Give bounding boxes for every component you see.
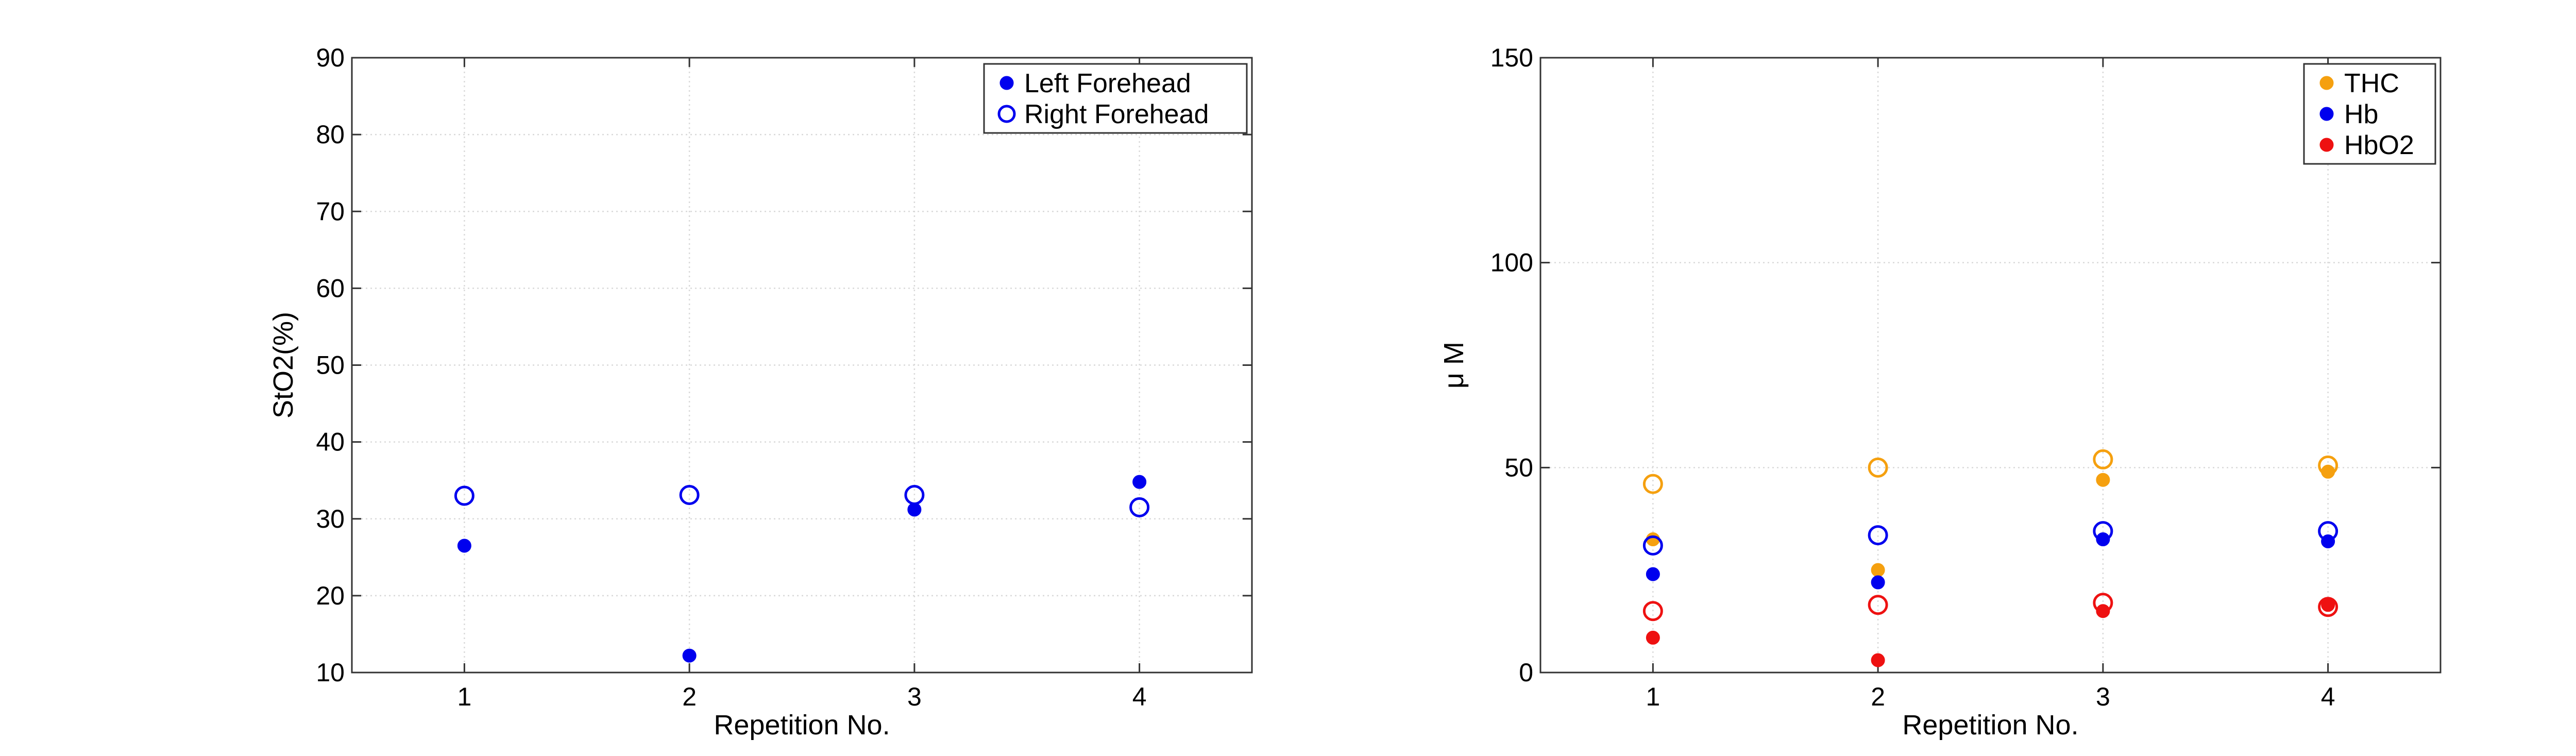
y-tick-label: 70: [316, 197, 345, 226]
series-1: [1646, 532, 2335, 590]
x-tick-label: 1: [457, 682, 471, 711]
legend-label: Right Forehead: [1024, 99, 1209, 129]
x-tick-label: 2: [1871, 682, 1885, 711]
data-point: [2093, 449, 2113, 469]
y-tick-label: 90: [316, 43, 345, 72]
series-0: [457, 475, 1147, 663]
series-2: [1646, 598, 2335, 667]
grid: [352, 57, 1252, 674]
data-point: [1129, 497, 1150, 517]
legend-marker: [2319, 76, 2334, 90]
y-tick-label: 100: [1490, 248, 1533, 277]
data-point: [457, 539, 471, 553]
legend-label: Hb: [2344, 99, 2378, 129]
y-tick-label: 150: [1490, 43, 1533, 72]
series-4: [1642, 521, 2338, 556]
data-point: [2093, 593, 2113, 613]
series-0: [1646, 464, 2335, 577]
data-point: [1868, 457, 1888, 478]
legend-label: Left Forehead: [1024, 69, 1191, 98]
x-tick-label: 4: [2321, 682, 2335, 711]
y-tick-label: 80: [316, 120, 345, 149]
y-tick-label: 40: [316, 428, 345, 457]
y-tick-label: 50: [1504, 453, 1533, 482]
x-tick-label: 4: [1132, 682, 1147, 711]
legend-marker: [997, 105, 1016, 123]
y-tick-label: 60: [316, 274, 345, 303]
data-point: [2096, 473, 2110, 487]
data-point: [1871, 653, 1885, 667]
data-point: [1646, 630, 1660, 645]
data-point: [2318, 455, 2338, 476]
data-point: [1871, 563, 1885, 577]
series-3: [1642, 449, 2338, 494]
data-point: [1871, 575, 1885, 590]
data-point: [1642, 601, 1663, 621]
y-tick-label: 10: [316, 658, 345, 687]
data-point: [904, 485, 925, 506]
data-points: [454, 475, 1150, 663]
data-point: [1642, 474, 1663, 494]
series-5: [1642, 593, 2338, 621]
y-tick-label: 0: [1519, 658, 1533, 687]
data-point: [1868, 525, 1888, 546]
data-points: [1642, 449, 2338, 667]
legend-label: THC: [2344, 69, 2399, 98]
plot-area-frame: [1539, 57, 2442, 674]
y-tick-label: 20: [316, 581, 345, 610]
legend-box: [983, 63, 1248, 134]
legend-marker: [999, 76, 1014, 90]
y-axis-label: μ M: [1438, 342, 1469, 389]
ticks: 1 2 3 4 10 20 30 40 50 60 70 80 90: [316, 43, 1252, 711]
x-tick-label: 3: [2096, 682, 2110, 711]
y-tick-label: 30: [316, 505, 345, 533]
legend-label: HbO2: [2344, 130, 2414, 160]
data-point: [2318, 597, 2338, 617]
data-point: [682, 648, 697, 663]
y-tick-label: 50: [316, 351, 345, 380]
data-point: [679, 485, 700, 506]
legend-marker: [2319, 107, 2334, 121]
sto2-chart: 1 2 3 4 10 20 30 40 50 60 70 80 90 Repetition No. StO2…: [268, 43, 1253, 741]
x-axis-label: Repetition No.: [714, 710, 890, 741]
legend-marker: [2319, 138, 2334, 152]
data-point: [2321, 534, 2335, 548]
ticks: 1 2 3 4 0 50 100 150: [1490, 43, 2441, 711]
y-axis-label: StO2(%): [268, 312, 299, 418]
x-tick-label: 2: [682, 682, 697, 711]
data-point: [454, 485, 474, 506]
x-tick-label: 3: [907, 682, 922, 711]
data-point: [1642, 535, 1663, 556]
data-point: [1646, 567, 1660, 581]
data-point: [1868, 595, 1888, 615]
data-point: [2093, 521, 2113, 542]
series-1: [454, 485, 1150, 517]
x-tick-label: 1: [1646, 682, 1660, 711]
data-point: [2318, 521, 2338, 542]
x-axis-label: Repetition No.: [1902, 710, 2078, 741]
data-point: [1132, 475, 1147, 489]
